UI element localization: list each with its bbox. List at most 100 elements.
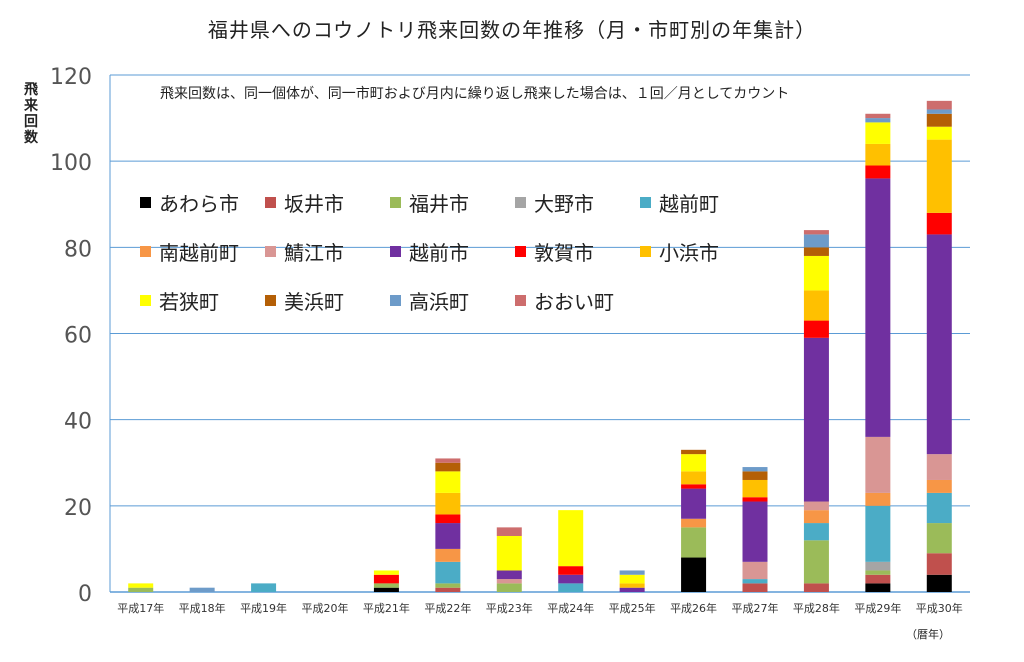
bar-segment [435, 583, 461, 588]
x-tick-label: 平成25年 [609, 601, 656, 615]
legend-label: 坂井市 [284, 192, 344, 216]
legend-item: 若狭町 [140, 286, 219, 315]
bar-segment [435, 471, 461, 493]
bar-segment [128, 583, 154, 588]
legend-swatch [390, 197, 401, 208]
legend-item: 坂井市 [265, 188, 344, 217]
bar-segment [926, 234, 952, 455]
bar-segment [803, 510, 829, 524]
y-tick-label: 80 [64, 237, 92, 262]
bar-segment [619, 587, 645, 592]
x-tick-label: 平成30年 [916, 601, 963, 615]
bar-segment [681, 484, 707, 489]
legend-label: 大野市 [534, 192, 594, 216]
legend-swatch [265, 197, 276, 208]
bar-segment [373, 587, 399, 592]
bar-segment [926, 109, 952, 114]
bar-segment [803, 523, 829, 541]
legend-item: 大野市 [515, 188, 594, 217]
bar-segment [189, 587, 215, 592]
legend-item: あわら市 [140, 188, 239, 217]
bar-segment [742, 479, 768, 498]
bar-segment [681, 527, 707, 558]
x-tick-label: 平成18年 [179, 601, 226, 615]
x-tick-label: 平成22年 [424, 601, 471, 615]
bar-segment [926, 454, 952, 480]
bar-segment [435, 514, 461, 524]
bar-segment [865, 178, 891, 437]
bar-segment [865, 583, 891, 592]
bar-segment [865, 574, 891, 584]
y-axis-title: 飛来回数 [24, 82, 38, 146]
legend-swatch [515, 197, 526, 208]
legend-swatch [515, 295, 526, 306]
bar-segment [619, 570, 645, 575]
legend-swatch [265, 295, 276, 306]
bar-segment [496, 527, 522, 536]
bar-segment [251, 583, 277, 592]
legend-swatch [265, 246, 276, 257]
legend-label: あわら市 [159, 192, 239, 216]
y-tick-label: 60 [64, 324, 92, 349]
bar-segment [865, 570, 891, 575]
bar-segment [926, 574, 952, 592]
y-tick-label: 20 [64, 496, 92, 521]
bar-segment [435, 561, 461, 584]
bar-segment [681, 518, 707, 528]
bar-segment [926, 139, 952, 213]
bar-segment [496, 579, 522, 584]
bar-segment [803, 320, 829, 338]
bar-segment [742, 561, 768, 580]
bar-segment [803, 540, 829, 584]
legend-swatch [640, 197, 651, 208]
bar-segment [558, 583, 584, 592]
bar-segment [681, 454, 707, 472]
x-tick-label: 平成20年 [302, 601, 349, 615]
legend-item: 小浜市 [640, 237, 719, 266]
bar-segment [803, 501, 829, 511]
bar-segment [742, 471, 768, 480]
bar-segment [865, 492, 891, 506]
bar-segment [865, 436, 891, 493]
chart-note: 飛来回数は、同一個体が、同一市町および月内に繰り返し飛来した場合は、１回／月とし… [160, 86, 790, 102]
bar-segment [619, 574, 645, 584]
bar-segment [373, 583, 399, 588]
bar-segment [803, 247, 829, 256]
bar-segment [865, 113, 891, 119]
legend-swatch [390, 295, 401, 306]
chart-title: 福井県へのコウノトリ飛来回数の年推移（月・市町別の年集計） [207, 18, 817, 42]
legend-item: 鯖江市 [265, 237, 344, 266]
legend-swatch [140, 197, 151, 208]
bar-segment [742, 583, 768, 592]
bar-segment [865, 118, 891, 123]
bar-segment [619, 583, 645, 588]
legend-item: 福井市 [390, 188, 469, 217]
x-tick-label: 平成26年 [670, 601, 717, 615]
legend-label: 南越前町 [159, 241, 239, 265]
legend-item: 美浜町 [265, 286, 344, 315]
bar-segment [496, 535, 522, 571]
bar-segment [865, 165, 891, 179]
bar-segment [558, 566, 584, 575]
legend-label: 小浜市 [659, 241, 719, 265]
bar-segment [681, 449, 707, 455]
bar-segment [926, 492, 952, 524]
legend-item: 敦賀市 [515, 237, 594, 266]
bar-segment [496, 583, 522, 592]
bar-segment [742, 501, 768, 562]
bar-segment [435, 462, 461, 472]
bar-segment [496, 570, 522, 580]
x-tick-label: 平成21年 [363, 601, 410, 615]
bar-segment [558, 574, 584, 584]
x-tick-label: 平成27年 [732, 601, 779, 615]
bar-segment [435, 523, 461, 549]
bar-segment [435, 548, 461, 562]
x-axis-unit: （暦年） [906, 628, 950, 641]
x-tick-label: 平成23年 [486, 601, 533, 615]
legend-label: 越前市 [409, 241, 469, 265]
bar-segment [128, 587, 154, 592]
bar-segment [803, 290, 829, 321]
bar-segment [681, 557, 707, 592]
bar-segment [865, 122, 891, 144]
